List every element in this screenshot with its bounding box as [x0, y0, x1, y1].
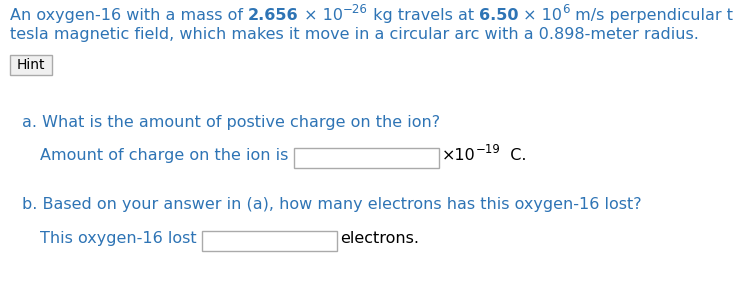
FancyBboxPatch shape [293, 148, 438, 168]
Text: C.: C. [500, 148, 526, 163]
Text: kg travels at: kg travels at [368, 8, 479, 23]
Text: a. What is the amount of postive charge on the ion?: a. What is the amount of postive charge … [22, 115, 440, 130]
Text: 2.656: 2.656 [248, 8, 299, 23]
FancyBboxPatch shape [202, 231, 336, 251]
FancyBboxPatch shape [10, 55, 52, 75]
Text: ×10: ×10 [441, 148, 475, 163]
Text: Amount of charge on the ion is: Amount of charge on the ion is [40, 148, 293, 163]
Text: electrons.: electrons. [340, 231, 419, 246]
Text: × 10: × 10 [518, 8, 562, 23]
Text: −26: −26 [343, 3, 368, 16]
Text: m/s perpendicular to a 1.2-: m/s perpendicular to a 1.2- [570, 8, 733, 23]
Text: −19: −19 [475, 143, 500, 156]
Text: b. Based on your answer in (a), how many electrons has this oxygen-16 lost?: b. Based on your answer in (a), how many… [22, 197, 641, 212]
Text: 6: 6 [562, 3, 570, 16]
Text: An oxygen-16 with a mass of: An oxygen-16 with a mass of [10, 8, 248, 23]
Text: 6.50: 6.50 [479, 8, 518, 23]
Text: Hint: Hint [17, 58, 45, 72]
Text: This oxygen-16 lost: This oxygen-16 lost [40, 231, 202, 246]
Text: tesla magnetic field, which makes it move in a circular arc with a 0.898-meter r: tesla magnetic field, which makes it mov… [10, 27, 699, 42]
Text: × 10: × 10 [299, 8, 343, 23]
